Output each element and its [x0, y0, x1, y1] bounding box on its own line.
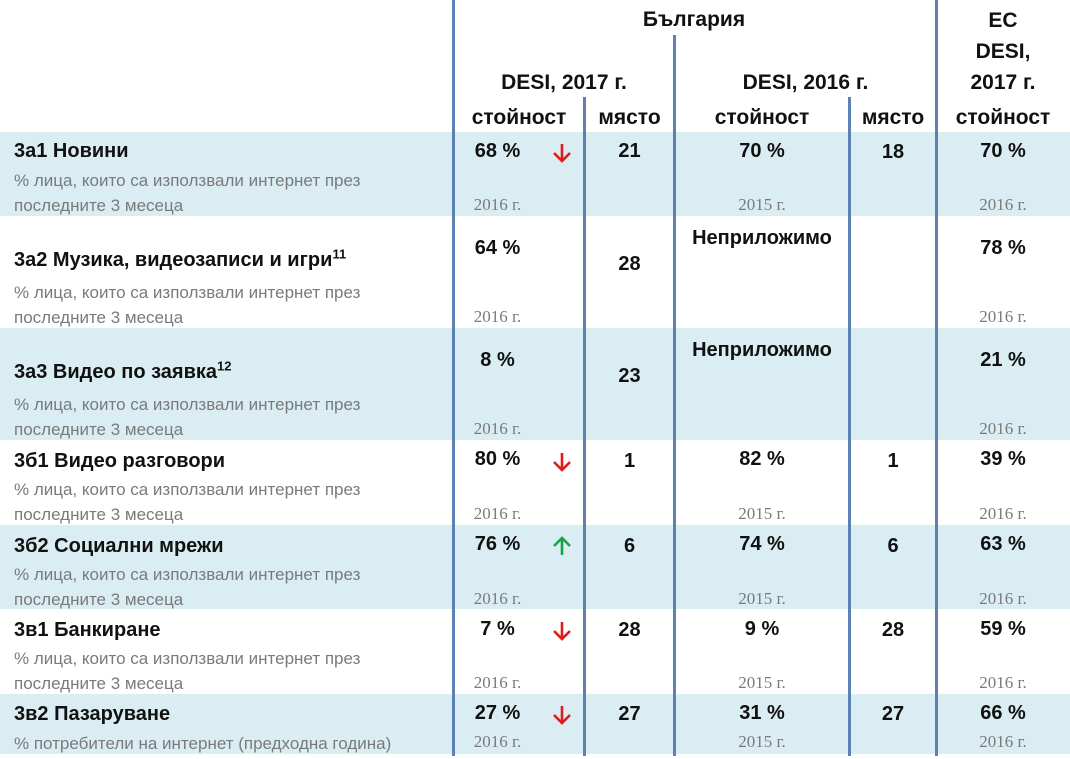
value-2017: 27 %	[474, 702, 521, 724]
separator-rank2017-left	[583, 97, 586, 756]
rank-2016: 27	[881, 703, 905, 725]
value-2016: Неприложимо	[692, 339, 832, 361]
separator-bulgaria-left	[452, 0, 455, 756]
year-eu: 2016 г.	[979, 419, 1027, 438]
rank-2017: 28	[618, 253, 641, 275]
value-2017: 8 %	[480, 349, 515, 371]
value-2017: 64 %	[474, 237, 521, 259]
year-2016: 2015 г.	[738, 673, 786, 692]
footnote-marker: 12	[217, 358, 232, 374]
header-desi-2016: DESI, 2016 г.	[742, 71, 869, 94]
rank-2017: 28	[618, 619, 641, 641]
rank-2016: 6	[887, 535, 899, 557]
header-bulgaria: България	[642, 8, 746, 31]
value-2017: 76 %	[474, 533, 521, 555]
year-2016: 2015 г.	[738, 732, 786, 751]
row-description: % лица, които са използвали интернет пре…	[14, 171, 361, 215]
value-2017: 7 %	[480, 618, 515, 640]
year-2017: 2016 г.	[473, 195, 522, 214]
separator-desi2016-left	[673, 35, 676, 756]
row-name: 3в1 Банкиране	[14, 619, 161, 641]
value-eu: 78 %	[980, 237, 1026, 259]
arrow-up-icon	[553, 536, 571, 555]
value-2016: 82 %	[739, 448, 785, 470]
year-eu: 2016 г.	[979, 307, 1027, 326]
header-eu-line3: 2017 г.	[970, 71, 1036, 94]
row-name: 3в2 Пазаруване	[14, 703, 171, 725]
row-band-7	[0, 694, 1070, 754]
row-description: % лица, които са използвали интернет пре…	[14, 395, 361, 439]
row-band-3	[0, 328, 1070, 440]
arrow-down-icon	[553, 706, 571, 725]
rank-2017: 6	[623, 535, 636, 557]
row-description: % лица, които са използвали интернет пре…	[14, 480, 361, 524]
arrow-down-icon	[553, 144, 571, 163]
col-header-rank-2017: място	[598, 106, 661, 129]
value-eu: 66 %	[980, 702, 1026, 724]
rank-2017: 1	[623, 450, 636, 472]
value-2016: 9 %	[744, 618, 780, 640]
year-eu: 2016 г.	[979, 673, 1027, 692]
year-2017: 2016 г.	[473, 589, 522, 608]
year-2017: 2016 г.	[473, 419, 522, 438]
rank-2016: 28	[881, 619, 905, 641]
value-eu: 63 %	[980, 533, 1026, 555]
row-description: % потребители на интернет (предходна год…	[14, 734, 392, 753]
arrow-down-icon	[553, 622, 571, 641]
row-band-5	[0, 525, 1070, 609]
year-eu: 2016 г.	[979, 195, 1027, 214]
header-eu-line1: ЕС	[988, 9, 1018, 32]
row-description: % лица, които са използвали интернет пре…	[14, 565, 361, 609]
year-2016: 2015 г.	[738, 504, 786, 523]
rank-2017: 23	[618, 365, 641, 387]
value-eu: 39 %	[980, 448, 1026, 470]
col-header-value-eu: стойност	[955, 106, 1051, 129]
arrow-down-icon	[553, 453, 571, 472]
row-description: % лица, които са използвали интернет пре…	[14, 283, 361, 327]
row-description: % лица, които са използвали интернет пре…	[14, 649, 361, 693]
separator-rank2016-left	[848, 97, 851, 756]
year-eu: 2016 г.	[979, 589, 1027, 608]
rank-2016: 1	[887, 450, 899, 472]
rank-2016: 18	[881, 141, 905, 163]
year-2017: 2016 г.	[473, 504, 522, 523]
row-name: 3а1 Новини	[14, 140, 129, 162]
value-2017: 68 %	[474, 140, 521, 162]
year-eu: 2016 г.	[979, 732, 1027, 751]
value-2016: 74 %	[739, 533, 785, 555]
header-eu-line2: DESI,	[975, 40, 1031, 63]
value-2017: 80 %	[474, 448, 521, 470]
year-2017: 2016 г.	[473, 732, 522, 751]
separator-eu-left	[935, 0, 938, 756]
year-2016: 2015 г.	[738, 589, 786, 608]
value-2016: 31 %	[739, 702, 785, 724]
row-name: 3б2 Социални мрежи	[14, 535, 224, 557]
col-header-value-2017: стойност	[471, 106, 567, 129]
row-band-1	[0, 132, 1070, 216]
header-desi-2017: DESI, 2017 г.	[501, 71, 627, 94]
year-2017: 2016 г.	[473, 673, 522, 692]
row-name: 3а2 Музика, видеозаписи и игри11	[14, 246, 347, 271]
value-2016: Неприложимо	[692, 227, 832, 249]
year-eu: 2016 г.	[979, 504, 1027, 523]
rank-2017: 27	[618, 703, 641, 725]
footnote-marker: 11	[332, 246, 347, 262]
row-name: 3б1 Видео разговори	[14, 450, 226, 472]
col-header-rank-2016: място	[861, 106, 925, 129]
year-2016: 2015 г.	[738, 195, 786, 214]
col-header-value-2016: стойност	[714, 106, 810, 129]
value-eu: 21 %	[980, 349, 1026, 371]
value-eu: 70 %	[980, 140, 1026, 162]
value-eu: 59 %	[980, 618, 1026, 640]
value-2016: 70 %	[739, 140, 785, 162]
year-2017: 2016 г.	[473, 307, 522, 326]
row-name: 3а3 Видео по заявка12	[14, 358, 232, 383]
rank-2017: 21	[618, 140, 641, 162]
